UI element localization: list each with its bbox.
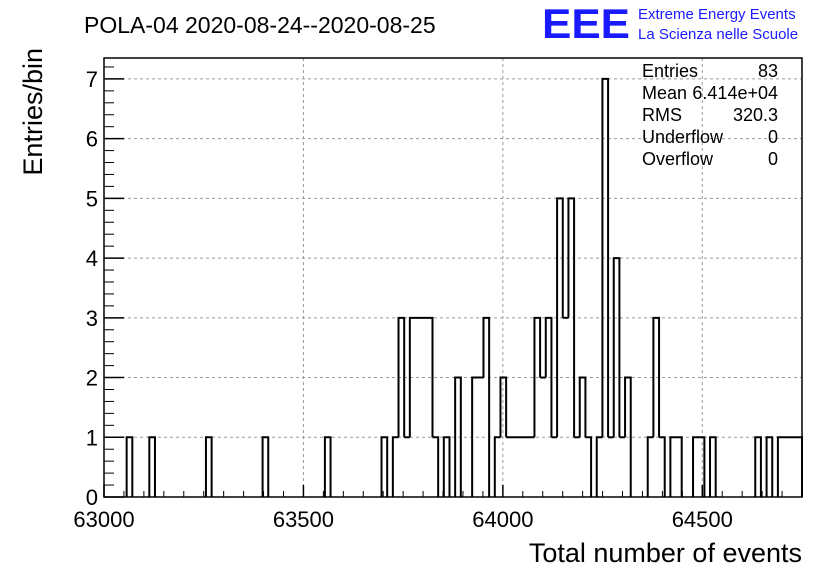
stats-value: 6.414e+04 [692,83,778,103]
x-tick-label: 63000 [73,507,134,532]
histogram-bar [601,77,610,438]
y-tick-label: 7 [86,67,98,92]
x-tick-label: 64500 [672,507,733,532]
stats-label: Mean [642,83,687,103]
histogram-bar [585,436,593,497]
histogram-series [125,77,803,497]
stats-label: Underflow [642,127,724,147]
histogram-bar [567,197,576,438]
histogram-bar [669,436,683,497]
histogram-bar [454,376,462,497]
histogram-bar [482,316,491,497]
histogram-bar [624,376,632,497]
histogram-bar [776,436,803,497]
histogram-bar [432,436,440,497]
histogram-bar [765,436,774,497]
y-tick-label: 5 [86,186,98,211]
y-tick-label: 2 [86,366,98,391]
logo-line2: La Scienza nelle Scuole [638,26,798,43]
histogram-bar [125,436,134,497]
histogram-bar [692,436,706,497]
eee-logo: EEE Extreme Energy Events La Scienza nel… [542,0,798,47]
histogram-bar [204,436,213,497]
histogram-bar [578,376,587,438]
histogram-bar [380,436,389,497]
histogram-bar [391,436,399,497]
x-tick-label: 63500 [273,507,334,532]
y-tick-label: 6 [86,127,98,152]
y-tick-label: 0 [86,485,98,510]
stats-box: Entries 83 Mean 6.414e+04 RMS 320.3 Underflow 0… [642,61,778,169]
x-axis-label: Total number of events [529,538,802,568]
histogram-bar [595,436,603,497]
histogram-bar [261,436,270,497]
histogram-bar [533,316,542,438]
stats-value: 320.3 [733,105,778,125]
histogram-bar [408,316,434,438]
histogram-bar [397,316,406,438]
histogram-bar [646,436,654,497]
histogram-bar [323,436,332,497]
y-tick-label: 1 [86,425,98,450]
histogram-bar [652,316,661,438]
grid-lines [104,58,802,497]
stats-value: 83 [758,61,778,81]
y-tick-label: 3 [86,306,98,331]
y-axis-label: Entries/bin [18,48,48,176]
stats-label: Entries [642,61,698,81]
stats-value: 0 [768,149,778,169]
plot-frame [103,57,803,498]
histogram-bar [471,376,484,497]
histogram-bar [754,436,762,497]
eee-logo-mark: EEE [542,0,630,47]
histogram-bar [499,376,508,438]
stats-label: RMS [642,105,682,125]
stats-label: Overflow [642,149,714,169]
histogram-bar [148,436,156,497]
y-tick-label: 4 [86,246,98,271]
histogram-bar [493,436,501,497]
histogram-bar [442,436,451,497]
histogram-bar [709,436,717,497]
stats-value: 0 [768,127,778,147]
chart-title: POLA-04 2020-08-24--2020-08-25 [84,12,436,38]
x-tick-label: 64000 [472,507,533,532]
axes: 63000 63500 64000 64500 0 1 2 3 4 5 6 7 [73,66,783,532]
histogram-bar [556,197,564,438]
histogram-bar [544,316,553,438]
logo-line1: Extreme Energy Events [638,6,796,23]
histogram-bar [612,257,621,438]
histogram-bar [659,436,666,497]
